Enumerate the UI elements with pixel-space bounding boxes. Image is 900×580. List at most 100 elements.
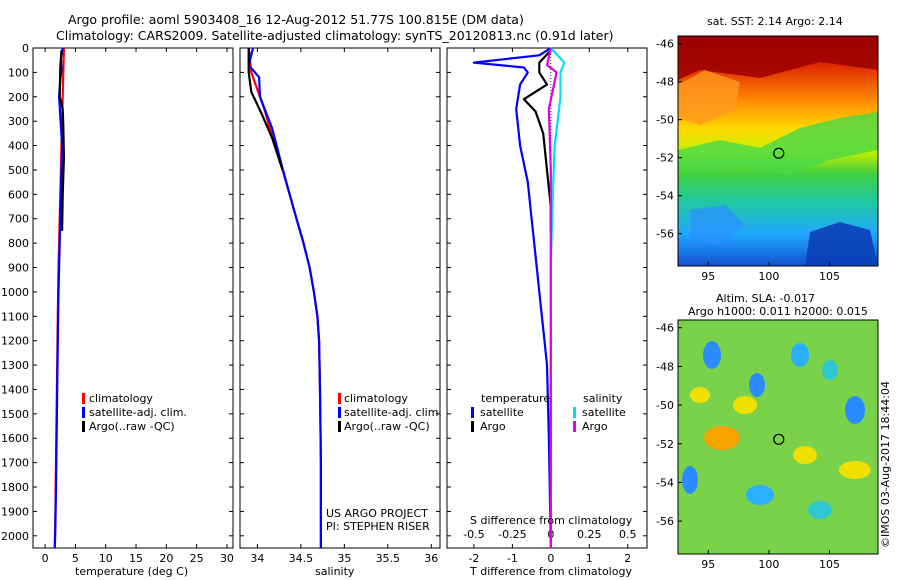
depth-tick-label: 1100 bbox=[1, 310, 29, 323]
s-difference-xlabel: S difference from climatology bbox=[470, 514, 633, 527]
x-tick-label: -2 bbox=[468, 552, 479, 565]
depth-tick-label: 1300 bbox=[1, 359, 29, 372]
x-tick-label: 15 bbox=[129, 552, 143, 565]
sla-blob bbox=[746, 485, 774, 505]
legend-label-t-argo: Argo bbox=[480, 420, 506, 433]
x-tick-label: 35.5 bbox=[376, 552, 401, 565]
sla-blob bbox=[822, 360, 838, 380]
lon-tick-label: 95 bbox=[701, 558, 715, 571]
legend-group-salinity: salinity bbox=[583, 392, 623, 405]
depth-tick-label: 0 bbox=[22, 42, 29, 55]
difference-legend: temperature satellite Argo salinity sate… bbox=[471, 392, 626, 433]
temperature-x-axis: 0 5 10 15 20 25 30 bbox=[42, 48, 234, 565]
salinity-depth-ticks bbox=[240, 47, 440, 537]
imos-stamp: ©IMOS 03-Aug-2017 18:44:04 bbox=[879, 381, 892, 548]
sst-map-frame bbox=[677, 35, 879, 267]
lon-tick-label: 95 bbox=[701, 270, 715, 283]
depth-tick-label: 600 bbox=[8, 188, 29, 201]
x-tick-label: 10 bbox=[99, 552, 113, 565]
sla-blob bbox=[704, 426, 740, 450]
sst-map-title: sat. SST: 2.14 Argo: 2.14 bbox=[707, 15, 843, 28]
depth-tick-label: 800 bbox=[8, 237, 29, 250]
x-tick-label: 35 bbox=[337, 552, 351, 565]
legend-swatch-argo bbox=[82, 421, 85, 432]
x-tick-label: 5 bbox=[72, 552, 79, 565]
sla-blob bbox=[791, 343, 809, 367]
lat-tick-label: -46 bbox=[656, 38, 674, 51]
sla-map-title-line-2: Argo h1000: 0.011 h2000: 0.015 bbox=[688, 305, 868, 318]
x-tick-label: 25 bbox=[190, 552, 204, 565]
figure-title-line-2: Climatology: CARS2009. Satellite-adjuste… bbox=[56, 28, 614, 43]
x-tick-label: 34.5 bbox=[289, 552, 314, 565]
legend-label-s-satellite: satellite bbox=[582, 406, 626, 419]
depth-tick-label: 100 bbox=[8, 66, 29, 79]
series-line-satellite-adj-clim bbox=[247, 47, 322, 548]
depth-tick-label: 400 bbox=[8, 140, 29, 153]
salinity-x-axis: 34 34.5 35 35.5 36 bbox=[250, 48, 438, 565]
depth-tick-label: 1600 bbox=[1, 432, 29, 445]
x-tick-label: 0 bbox=[547, 552, 554, 565]
series-line-salinity-satellite bbox=[549, 47, 566, 548]
s-tick-label: -0.25 bbox=[498, 528, 526, 541]
temperature-panel: 0100200300400500600700800900100011001200… bbox=[1, 42, 234, 578]
sst-orange-patch bbox=[678, 70, 740, 125]
legend-label-argo: Argo(..raw -QC) bbox=[89, 420, 175, 433]
legend-swatch-t-satellite bbox=[471, 407, 474, 418]
temperature-xlabel: temperature (deg C) bbox=[75, 565, 188, 578]
lon-tick-label: 105 bbox=[819, 270, 840, 283]
argo-float-marker bbox=[773, 433, 785, 445]
x-tick-label: 0 bbox=[42, 552, 49, 565]
series-line-argo-raw-qc bbox=[247, 48, 284, 171]
s-tick-label: 0.25 bbox=[577, 528, 602, 541]
lat-tick-label: -50 bbox=[656, 399, 674, 412]
x-tick-label: 2 bbox=[624, 552, 631, 565]
salinity-panel: 34 34.5 35 35.5 36 salinity climatology sate… bbox=[239, 47, 442, 578]
lat-tick-label: -54 bbox=[656, 476, 674, 489]
sla-map-title-line-1: Altim. SLA: -0.017 bbox=[716, 292, 815, 305]
sla-blob bbox=[845, 396, 865, 424]
sla-map-panel: Altim. SLA: -0.017 Argo h1000: 0.011 h20… bbox=[656, 292, 879, 571]
depth-tick-label: 1000 bbox=[1, 286, 29, 299]
salinity-axes-frame bbox=[239, 47, 441, 549]
legend-label-t-satellite: satellite bbox=[480, 406, 524, 419]
sst-warm-core bbox=[678, 36, 878, 80]
salinity-xlabel: salinity bbox=[315, 565, 355, 578]
lat-tick-label: -52 bbox=[656, 152, 674, 165]
series-line-argo-raw-qc bbox=[58, 50, 66, 231]
legend-label-climatology: climatology bbox=[344, 392, 408, 405]
s-difference-x-axis: -0.5 -0.25 0 0.25 0.5 bbox=[463, 528, 636, 541]
legend-swatch-climatology bbox=[82, 393, 85, 404]
lon-tick-label: 105 bbox=[819, 558, 840, 571]
s-tick-label: 0.5 bbox=[619, 528, 637, 541]
legend-swatch-t-argo bbox=[471, 421, 474, 432]
sst-front bbox=[678, 112, 878, 175]
lon-tick-label: 100 bbox=[758, 270, 779, 283]
lat-tick-label: -56 bbox=[656, 228, 674, 241]
sla-blob bbox=[733, 396, 757, 414]
sla-blob bbox=[839, 461, 871, 479]
depth-tick-label: 2000 bbox=[1, 530, 29, 543]
sla-blob bbox=[749, 373, 765, 397]
legend-label-s-argo: Argo bbox=[582, 420, 608, 433]
s-tick-label: -0.5 bbox=[463, 528, 484, 541]
legend-label-satellite: satellite-adj. clim. bbox=[344, 406, 442, 419]
salinity-legend: climatology satellite-adj. clim. Argo(..… bbox=[338, 392, 442, 433]
depth-tick-label: 200 bbox=[8, 91, 29, 104]
depth-tick-label: 700 bbox=[8, 213, 29, 226]
sla-blob bbox=[682, 466, 698, 494]
legend-swatch-climatology bbox=[338, 393, 341, 404]
legend-swatch-argo bbox=[338, 421, 341, 432]
lon-tick-label: 100 bbox=[758, 558, 779, 571]
depth-tick-label: 1400 bbox=[1, 383, 29, 396]
lat-tick-label: -52 bbox=[656, 438, 674, 451]
x-tick-label: 20 bbox=[159, 552, 173, 565]
lat-tick-label: -48 bbox=[656, 360, 674, 373]
x-tick-label: 30 bbox=[220, 552, 234, 565]
series-line-temperature-satellite bbox=[472, 47, 552, 549]
temperature-axes-frame bbox=[32, 47, 234, 549]
x-tick-label: 34 bbox=[250, 552, 264, 565]
depth-tick-label: 1500 bbox=[1, 408, 29, 421]
lat-tick-label: -54 bbox=[656, 190, 674, 203]
legend-swatch-s-satellite bbox=[573, 407, 576, 418]
